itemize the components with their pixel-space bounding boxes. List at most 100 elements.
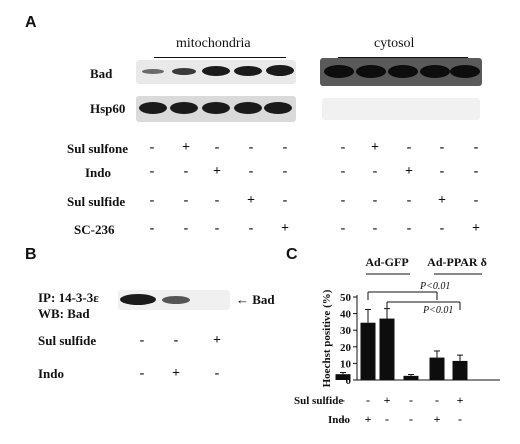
treatment-minus-sign: - xyxy=(282,193,288,208)
chart-treatment-plus-sign: + xyxy=(433,412,441,426)
treatment-label-sc-236: SC-236 xyxy=(74,222,115,237)
treatment-minus-sign: - xyxy=(406,221,412,236)
treatment-minus-sign: - xyxy=(183,164,189,179)
treatment-minus-sign: - xyxy=(473,164,479,179)
treatment-plus-sign: + xyxy=(472,221,480,236)
treatment-minus-sign: - xyxy=(214,140,220,155)
bar xyxy=(429,357,445,380)
y-tick-label: 40 xyxy=(340,309,352,321)
bad-band xyxy=(266,65,294,76)
chart-row-label-sul-sulfide: Sul sulfide xyxy=(294,395,344,407)
treatment-minus-sign: - xyxy=(439,221,445,236)
group-label-cytosol: cytosol xyxy=(374,36,415,51)
treatment-minus-sign: - xyxy=(248,221,254,236)
hsp60-blot-cytosol xyxy=(322,98,480,120)
ip-blot xyxy=(118,290,230,310)
group-label: Ad-GFP xyxy=(365,255,408,269)
treatment-minus-sign: - xyxy=(149,164,155,179)
treatment-minus-sign: - xyxy=(473,193,479,208)
hsp60-band xyxy=(139,102,167,114)
treatment-minus-sign: - xyxy=(372,221,378,236)
bad-blot-cytosol xyxy=(320,58,482,86)
chart-treatment-minus-sign: - xyxy=(409,393,413,407)
panel-a-label: A xyxy=(25,14,37,31)
blot-label-bad: Bad xyxy=(90,66,113,81)
bad-band xyxy=(420,65,450,78)
y-tick-label: 20 xyxy=(340,342,352,354)
ip-label: IP: 14-3-3ε xyxy=(38,290,99,305)
group-bar-cytosol xyxy=(338,57,468,58)
treatment-label-sul-sulfide-b: Sul sulfide xyxy=(38,333,97,348)
treatment-plus-sign: + xyxy=(172,366,180,381)
treatment-minus-sign: - xyxy=(214,193,220,208)
hsp60-band xyxy=(202,102,230,114)
treatment-minus-sign: - xyxy=(214,221,220,236)
chart-treatment-minus-sign: - xyxy=(458,412,462,426)
treatment-minus-sign: - xyxy=(406,193,412,208)
bad-band xyxy=(162,296,190,304)
y-tick-label: 10 xyxy=(340,358,352,370)
p-value-annotation: P<0.01 xyxy=(422,305,453,316)
bad-arrow-label: ← Bad xyxy=(236,292,275,307)
bad-band xyxy=(120,294,156,305)
treatment-minus-sign: - xyxy=(372,193,378,208)
treatment-minus-sign: - xyxy=(372,164,378,179)
chart-treatment-minus-sign: - xyxy=(341,393,345,407)
treatment-minus-sign: - xyxy=(340,221,346,236)
treatment-minus-sign: - xyxy=(149,193,155,208)
bad-band xyxy=(172,68,196,75)
treatment-label-indo-b: Indo xyxy=(38,366,65,381)
bad-band xyxy=(202,66,230,76)
treatment-minus-sign: - xyxy=(139,366,145,381)
treatment-plus-sign: + xyxy=(438,193,446,208)
y-tick-label: 30 xyxy=(340,325,352,337)
p-value-annotation: P<0.01 xyxy=(419,281,450,292)
treatment-label-sul-sulfide: Sul sulfide xyxy=(67,194,126,209)
y-tick-label: 0 xyxy=(346,375,352,387)
y-tick-label: 50 xyxy=(340,292,352,304)
chart-treatment-minus-sign: - xyxy=(385,412,389,426)
chart-row-label-indo: Indo xyxy=(328,414,351,426)
treatment-minus-sign: - xyxy=(214,366,220,381)
blot-label-hsp60: Hsp60 xyxy=(90,101,126,116)
chart-treatment-minus-sign: - xyxy=(409,412,413,426)
treatment-minus-sign: - xyxy=(439,140,445,155)
treatment-minus-sign: - xyxy=(183,193,189,208)
group-bar-mitochondria xyxy=(154,57,286,58)
bar xyxy=(403,375,419,380)
bad-band xyxy=(324,65,354,78)
treatment-minus-sign: - xyxy=(282,164,288,179)
hsp60-band xyxy=(264,102,292,114)
treatment-minus-sign: - xyxy=(340,164,346,179)
group-label: Ad-PPAR δ xyxy=(427,255,487,269)
group-label-mitochondria: mitochondria xyxy=(176,36,251,51)
treatment-minus-sign: - xyxy=(149,140,155,155)
treatment-minus-sign: - xyxy=(149,221,155,236)
treatment-plus-sign: + xyxy=(371,140,379,155)
panel-c-label: C xyxy=(286,246,298,263)
chart-treatment-plus-sign: + xyxy=(456,393,464,407)
treatment-plus-sign: + xyxy=(281,221,289,236)
treatment-minus-sign: - xyxy=(439,164,445,179)
chart-treatment-minus-sign: - xyxy=(366,393,370,407)
treatment-minus-sign: - xyxy=(248,140,254,155)
y-axis-label: Hoechst positive (%) xyxy=(321,289,333,387)
treatment-minus-sign: - xyxy=(406,140,412,155)
bar xyxy=(379,318,395,380)
treatment-label-sul-sulfone: Sul sulfone xyxy=(67,141,129,156)
treatment-label-indo: Indo xyxy=(85,165,112,180)
treatment-minus-sign: - xyxy=(248,164,254,179)
treatment-minus-sign: - xyxy=(173,333,179,348)
hsp60-band xyxy=(170,102,198,114)
bad-band xyxy=(142,69,164,74)
panel-b-label: B xyxy=(25,246,37,263)
treatment-plus-sign: + xyxy=(247,193,255,208)
treatment-minus-sign: - xyxy=(139,333,145,348)
bad-band xyxy=(356,65,386,78)
treatment-plus-sign: + xyxy=(405,164,413,179)
treatment-plus-sign: + xyxy=(182,140,190,155)
treatment-minus-sign: - xyxy=(183,221,189,236)
bar xyxy=(452,360,468,380)
